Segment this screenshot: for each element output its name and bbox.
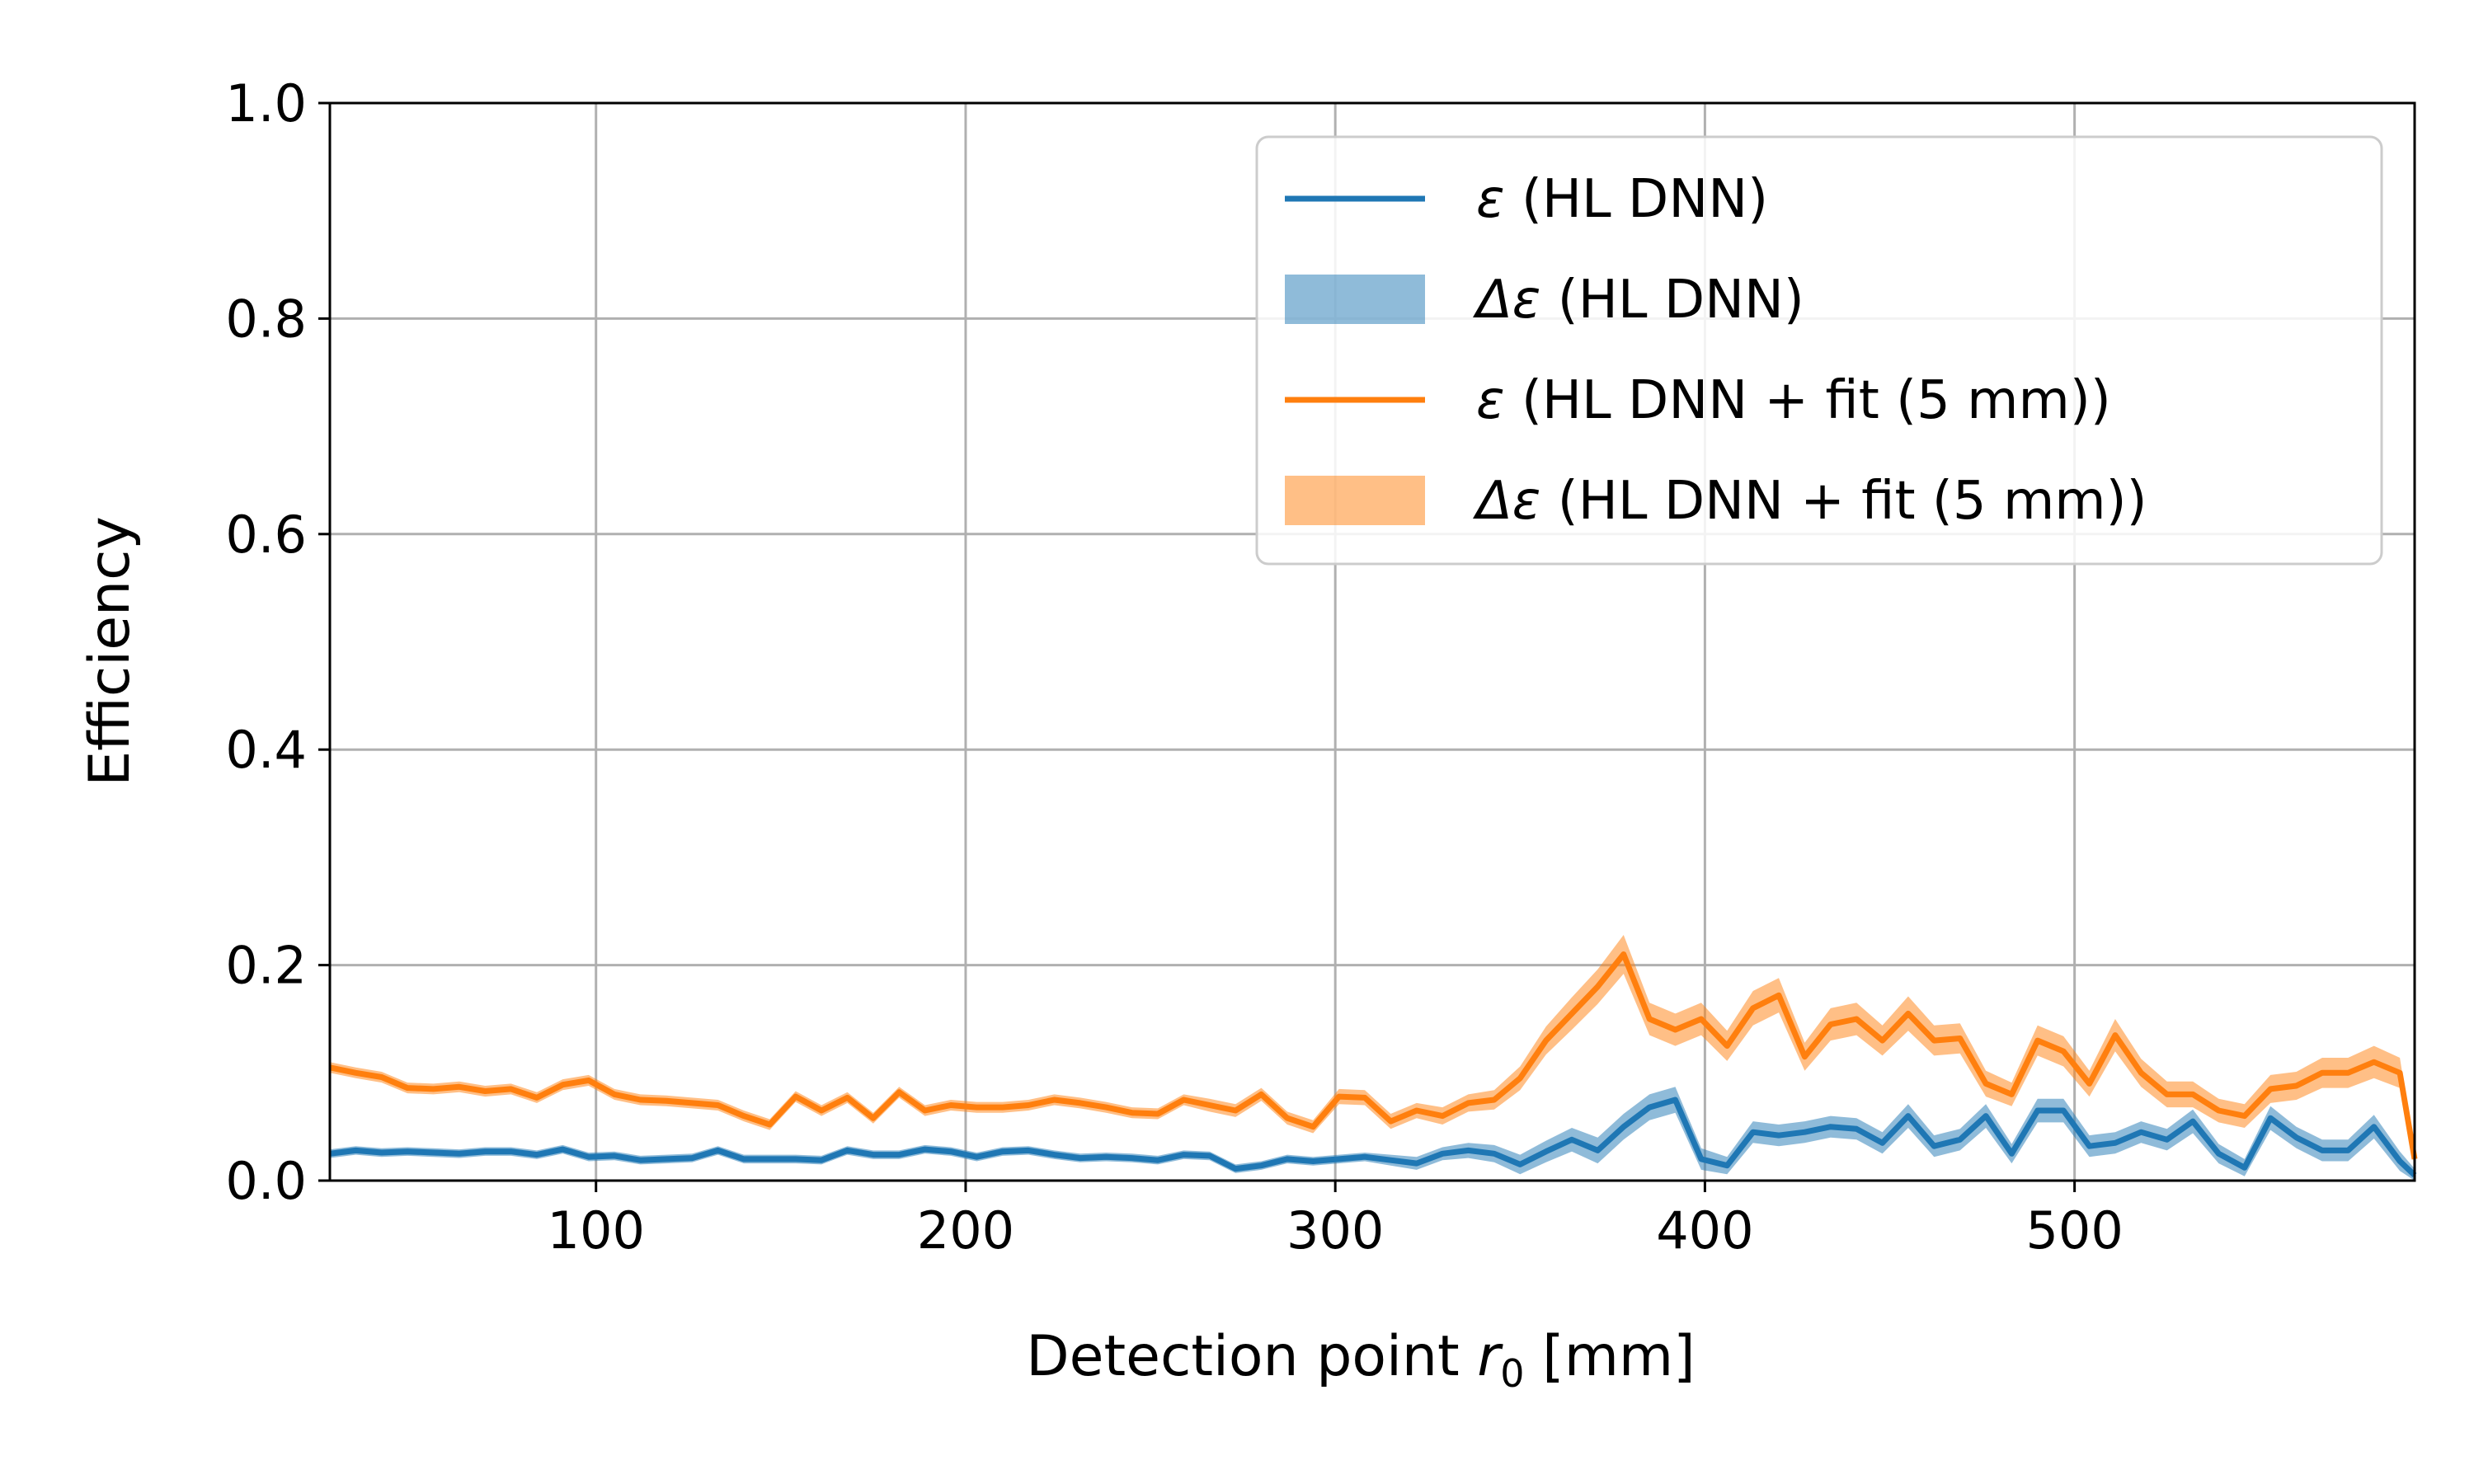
x-axis-title-prefix: Detection point: [1026, 1324, 1477, 1389]
legend-text: (HL DNN + fit (5 mm)): [1505, 370, 2111, 431]
x-tick-label: 200: [917, 1200, 1014, 1261]
legend-symbol: ε: [1476, 169, 1505, 230]
y-axis-title: Efficiency: [78, 516, 143, 787]
x-tick-label: 500: [2025, 1200, 2123, 1261]
x-axis-title-variable: r: [1477, 1324, 1503, 1389]
y-tick-label: 0.6: [225, 505, 307, 565]
y-tick-label: 0.4: [225, 720, 307, 780]
legend-text: (HL DNN): [1505, 169, 1768, 230]
x-axis-title-suffix: [mm]: [1525, 1324, 1696, 1389]
y-tick-label: 0.8: [225, 289, 307, 349]
legend-band-swatch: [1285, 476, 1425, 525]
x-tick-label: 300: [1286, 1200, 1384, 1261]
legend-label: Δε (HL DNN): [1472, 270, 1804, 331]
x-tick-label: 400: [1656, 1200, 1753, 1261]
legend-symbol: ε: [1476, 370, 1505, 431]
legend-text: (HL DNN): [1540, 270, 1804, 331]
x-tick-label: 100: [548, 1200, 645, 1261]
legend-label: ε (HL DNN + fit (5 mm)): [1476, 370, 2111, 431]
y-tick-label: 1.0: [225, 73, 307, 134]
legend-symbol: Δε: [1472, 471, 1540, 532]
y-tick-label: 0.2: [225, 936, 307, 996]
legend-text: (HL DNN + fit (5 mm)): [1540, 471, 2147, 532]
legend-symbol: Δε: [1472, 270, 1540, 331]
legend: ε (HL DNN)Δε (HL DNN)ε (HL DNN + fit (5 …: [1255, 135, 2383, 566]
plot-frame: [328, 101, 2416, 1182]
series-line-hl-dnn-fit: [329, 951, 2418, 1160]
legend-label: ε (HL DNN): [1476, 169, 1768, 230]
y-tick-label: 0.0: [225, 1151, 307, 1211]
x-axis-title: Detection point r0 [mm]: [1026, 1324, 1695, 1396]
x-axis-title-subscript: 0: [1500, 1351, 1524, 1396]
legend-box: [1255, 135, 2383, 566]
legend-band-swatch: [1285, 275, 1425, 324]
legend-label: Δε (HL DNN + fit (5 mm)): [1472, 471, 2147, 532]
series-lines: [329, 951, 2418, 1178]
series-line-hl-dnn: [329, 1097, 2417, 1178]
axis-ticks: 100 200 300 400 500 0.0 0.2 0.4 0.6 0.8 1.0: [225, 73, 2123, 1261]
